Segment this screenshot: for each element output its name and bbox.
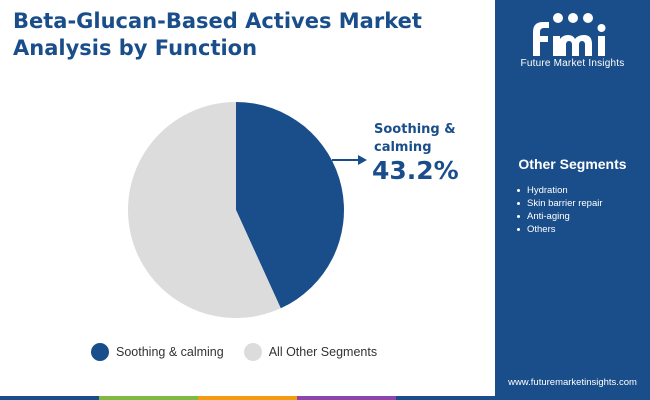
other-segments-list: Hydration Skin barrier repair Anti-aging…	[517, 184, 603, 236]
bottom-color-bar	[0, 396, 495, 400]
logo-text: Future Market Insights	[520, 58, 625, 69]
pie-slice-soothing	[236, 102, 344, 309]
bottom-bar-segment	[297, 396, 396, 400]
other-segments-title: Other Segments	[518, 156, 627, 172]
list-item: Hydration	[517, 184, 603, 197]
list-item: Others	[517, 223, 603, 236]
bottom-bar-segment	[198, 396, 297, 400]
legend-swatch-soothing	[91, 343, 109, 361]
list-item: Skin barrier repair	[517, 197, 603, 210]
chart-legend: Soothing & calming All Other Segments	[91, 343, 397, 361]
legend-label-soothing: Soothing & calming	[116, 345, 224, 359]
callout-value: 43.2%	[372, 156, 459, 185]
pie-chart	[127, 102, 367, 318]
title-line-1: Beta-Glucan-Based Actives Market	[13, 9, 422, 33]
callout-arrow-head	[358, 155, 367, 165]
bottom-bar-segment	[396, 396, 495, 400]
pie-slice-others	[127, 102, 281, 318]
page-title: Beta-Glucan-Based Actives Market Analysi…	[13, 8, 483, 62]
bottom-bar-segment	[99, 396, 198, 400]
bottom-bar-segment	[0, 396, 99, 400]
sidebar: Future Market Insights Other Segments Hy…	[495, 0, 650, 400]
fmi-logo-icon	[533, 13, 606, 56]
legend-item-others: All Other Segments	[243, 343, 378, 361]
website-link[interactable]: www.futuremarketinsights.com	[508, 377, 637, 388]
legend-label-others: All Other Segments	[268, 345, 378, 359]
list-item: Anti-aging	[517, 210, 603, 223]
title-line-2: Analysis by Function	[13, 36, 258, 60]
callout-label: Soothing & calming	[374, 122, 456, 155]
legend-swatch-others	[243, 343, 262, 361]
legend-item-soothing: Soothing & calming	[91, 343, 224, 361]
